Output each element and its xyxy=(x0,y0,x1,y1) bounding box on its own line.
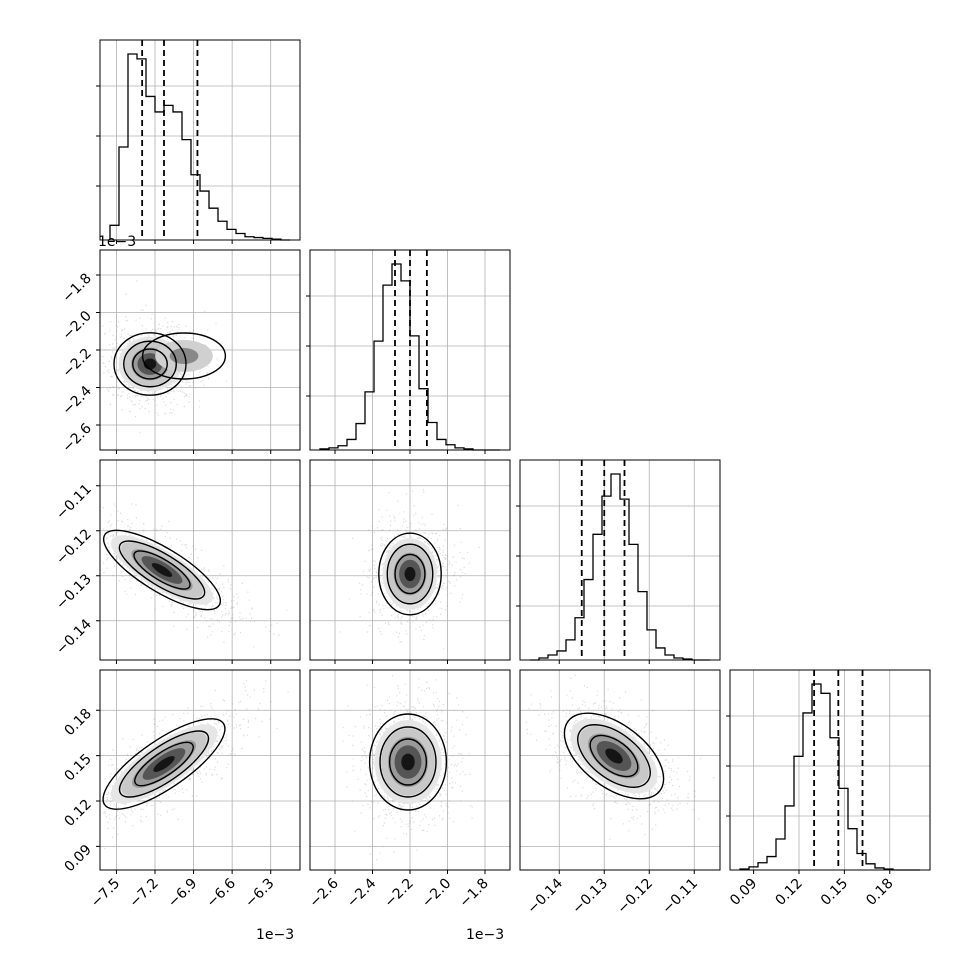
y-tick-label: 0.12 xyxy=(61,797,94,830)
y-tick-label: −0.11 xyxy=(53,481,95,523)
panel-frame xyxy=(99,39,301,241)
panel-3-1 xyxy=(309,669,511,874)
x-tick-label: −6.3 xyxy=(242,876,277,911)
x-tick-label: −2.2 xyxy=(381,876,416,911)
x-tick-label: −0.14 xyxy=(524,875,566,917)
panel-frame xyxy=(519,459,721,661)
contour-line xyxy=(118,730,210,798)
panel-3-2 xyxy=(519,669,721,874)
contour-line xyxy=(118,540,206,600)
x-tick-label: 0.09 xyxy=(727,876,760,909)
y-tick-label: −0.12 xyxy=(53,526,95,568)
histogram-step xyxy=(319,263,500,451)
contour-line xyxy=(132,348,168,380)
x-tick-label: −0.13 xyxy=(569,876,611,918)
x-tick-label: −2.6 xyxy=(306,875,341,910)
y-tick-label: −1.8 xyxy=(59,271,94,306)
contour-line xyxy=(577,724,651,788)
density-level xyxy=(169,348,199,364)
sample-points xyxy=(342,675,473,861)
density-level xyxy=(153,756,175,772)
contour-line xyxy=(134,741,194,787)
panel-frame xyxy=(729,669,931,871)
panel-2-2 xyxy=(516,459,721,664)
panel-2-0 xyxy=(96,459,301,664)
histogram-step xyxy=(530,473,710,661)
x-tick-label: −0.11 xyxy=(659,876,701,918)
density-level xyxy=(151,563,173,577)
x-offset-label: 1e−3 xyxy=(466,927,504,943)
x-tick-label: −6.6 xyxy=(204,875,239,910)
y-tick-label: −0.13 xyxy=(53,571,95,613)
y-tick-label: 0.09 xyxy=(61,842,94,875)
x-tick-label: −0.12 xyxy=(614,876,656,918)
panel-3-3 xyxy=(726,669,931,874)
y-tick-label: −0.14 xyxy=(53,616,95,658)
y-tick-label: −2.2 xyxy=(59,346,94,381)
contour-line xyxy=(378,532,442,616)
panel-3-0 xyxy=(96,669,301,874)
x-tick-label: 0.15 xyxy=(818,876,851,909)
y-offset-label: 1e−3 xyxy=(98,234,136,250)
x-tick-label: 0.18 xyxy=(863,876,896,909)
x-tick-label: −2.4 xyxy=(344,875,379,910)
y-tick-label: 0.15 xyxy=(61,751,94,784)
panel-1-1 xyxy=(306,249,511,454)
panel-frame xyxy=(99,459,301,661)
x-offset-label: 1e−3 xyxy=(256,927,294,943)
y-tick-label: 0.18 xyxy=(61,706,94,739)
panel-frame xyxy=(519,669,721,871)
contour-line xyxy=(133,550,191,590)
y-tick-label: −2.4 xyxy=(59,383,94,418)
histogram-step xyxy=(109,53,290,241)
y-tick-label: −2.6 xyxy=(59,420,94,455)
contour-line xyxy=(386,543,434,605)
y-tick-label: −2.0 xyxy=(59,308,94,343)
x-tick-label: −2.0 xyxy=(419,876,454,911)
panel-frame xyxy=(99,669,301,871)
density-level xyxy=(605,748,623,764)
density-level xyxy=(401,753,415,771)
panel-0-0 xyxy=(96,39,301,244)
contour-line xyxy=(113,332,187,396)
contour-line xyxy=(379,726,437,798)
contour-line xyxy=(388,738,428,786)
panel-2-1 xyxy=(309,459,511,664)
x-tick-label: −6.9 xyxy=(165,876,200,911)
x-tick-label: −7.5 xyxy=(88,876,123,911)
contour-line xyxy=(563,712,665,800)
contour-line xyxy=(368,713,448,811)
density-level xyxy=(404,566,416,582)
contour-line xyxy=(102,718,226,810)
contour-line xyxy=(123,340,177,388)
contour-line xyxy=(141,332,227,380)
contour-line xyxy=(102,529,222,611)
contour-line xyxy=(589,734,639,778)
contour-line xyxy=(394,553,426,595)
x-tick-label: −7.2 xyxy=(126,876,161,911)
panel-1-0 xyxy=(96,249,301,454)
histogram-step xyxy=(739,683,920,871)
x-tick-label: −1.8 xyxy=(456,876,491,911)
x-tick-label: 0.12 xyxy=(772,876,805,909)
